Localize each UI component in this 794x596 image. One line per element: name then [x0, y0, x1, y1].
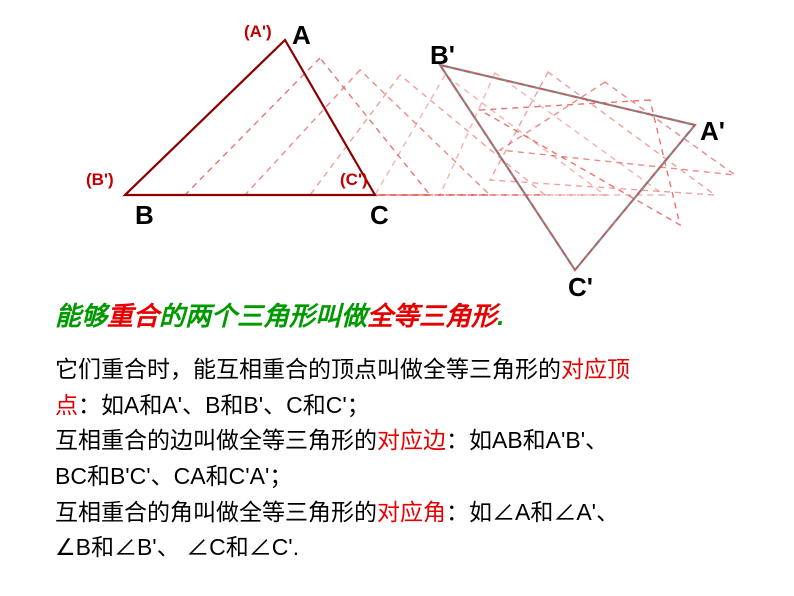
body-line: ∠B和∠B'、 ∠C和∠C'.	[55, 530, 755, 566]
label-B2: B'	[430, 40, 455, 71]
body-segment: 对应边	[377, 427, 446, 453]
headline-part: 的两个三角形叫做	[159, 301, 367, 331]
body-segment: 对应角	[377, 499, 446, 525]
body-segment: BC和B'C'、CA和C'A'；	[55, 463, 292, 489]
headline-part: .	[497, 301, 504, 331]
headline: 能够重合的两个三角形叫做全等三角形.	[55, 298, 755, 334]
body-segment: 它们重合时，能互相重合的顶点叫做全等三角形的	[55, 356, 561, 382]
body-line: 点：如A和A'、B和B'、C和C'；	[55, 388, 755, 424]
body-line: BC和B'C'、CA和C'A'；	[55, 459, 755, 495]
label-Bp: (B')	[86, 170, 114, 190]
definition-text: 它们重合时，能互相重合的顶点叫做全等三角形的对应顶点：如A和A'、B和B'、C和…	[55, 352, 755, 566]
body-segment: ：如AB和A'B'、	[446, 427, 608, 453]
diagram-svg	[0, 0, 794, 290]
label-A: A	[292, 20, 311, 51]
body-segment: 点	[55, 392, 78, 418]
headline-part: 全等三角形	[367, 301, 497, 331]
label-C: C	[370, 200, 389, 231]
headline-part: 重合	[107, 301, 159, 331]
body-line: 互相重合的边叫做全等三角形的对应边：如AB和A'B'、	[55, 423, 755, 459]
label-Cp: (C')	[340, 170, 368, 190]
body-segment: 互相重合的边叫做全等三角形的	[55, 427, 377, 453]
headline-part: 能够	[55, 301, 107, 331]
label-A2: A'	[700, 116, 725, 147]
body-segment: ∠B和∠B'、 ∠C和∠C'.	[55, 534, 299, 560]
body-line: 互相重合的角叫做全等三角形的对应角：如∠A和∠A'、	[55, 495, 755, 531]
body-segment: 对应顶	[561, 356, 630, 382]
label-Ap: (A')	[244, 22, 272, 42]
body-segment: 互相重合的角叫做全等三角形的	[55, 499, 377, 525]
triangle-diagram: ABC(A')(B')(C')A'B'C'	[0, 0, 794, 290]
label-B: B	[135, 200, 154, 231]
body-line: 它们重合时，能互相重合的顶点叫做全等三角形的对应顶	[55, 352, 755, 388]
body-segment: ：如A和A'、B和B'、C和C'；	[78, 392, 370, 418]
body-segment: ：如∠A和∠A'、	[446, 499, 619, 525]
